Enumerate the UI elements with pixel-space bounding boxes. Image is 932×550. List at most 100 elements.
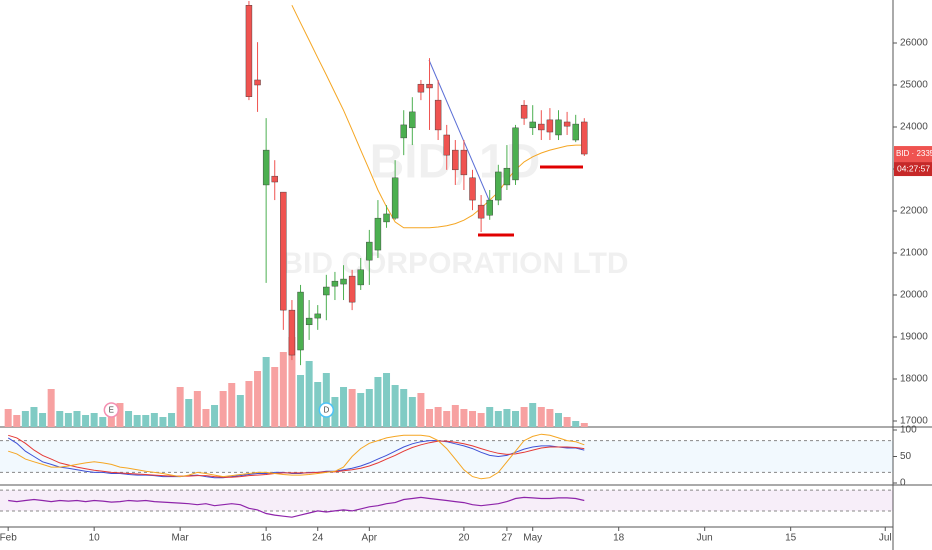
- candle-body: [452, 149, 459, 171]
- candle-body: [262, 149, 270, 186]
- volume-bar: [322, 373, 330, 427]
- volume-bar: [73, 411, 81, 427]
- stoch-band: [0, 440, 893, 473]
- candle-body: [434, 99, 442, 131]
- volume-bar: [47, 389, 55, 427]
- candle-body: [271, 175, 278, 183]
- candle-body: [572, 123, 579, 141]
- x-tick-label: 16: [261, 533, 273, 544]
- volume-bar: [469, 411, 477, 427]
- volume-bar: [116, 403, 124, 427]
- rsi-line: [8, 496, 585, 518]
- volume-bar: [546, 409, 554, 427]
- volume-bar: [537, 407, 545, 427]
- candle-body: [581, 121, 588, 155]
- volume-bar: [125, 411, 133, 427]
- volume-bar: [460, 409, 468, 427]
- volume-bar: [512, 411, 520, 427]
- volume-bar: [176, 387, 184, 427]
- candle-body: [400, 124, 407, 139]
- volume-bar: [219, 391, 227, 427]
- candle-body: [426, 83, 433, 89]
- candle-body: [469, 177, 476, 201]
- candle-body: [288, 309, 296, 356]
- volume-bar: [443, 411, 451, 427]
- volume-bar: [451, 405, 459, 427]
- volume-bar: [305, 361, 313, 427]
- volume-bar: [572, 421, 580, 427]
- volume-bar: [185, 399, 193, 427]
- candle-body: [374, 217, 382, 251]
- candle-body: [391, 177, 399, 219]
- volume-bar: [202, 409, 210, 427]
- candle-body: [366, 241, 373, 261]
- y-tick-label: 19000: [900, 332, 928, 343]
- volume-bar: [56, 411, 64, 427]
- moving-average: [291, 4, 585, 229]
- y-tick-label: 25000: [900, 80, 928, 91]
- volume-bar: [494, 411, 502, 427]
- stoch-tick-label: 0: [900, 478, 906, 489]
- volume-bar: [357, 393, 365, 427]
- volume-bar: [288, 337, 296, 427]
- volume-bar: [142, 415, 150, 427]
- last-price-box: [894, 146, 932, 163]
- candle-body: [340, 278, 347, 285]
- y-tick-label: 21000: [900, 248, 928, 259]
- x-tick-label: Feb: [0, 533, 17, 544]
- volume-bar: [245, 381, 253, 427]
- candle-body: [297, 291, 304, 351]
- trend-line: [428, 59, 490, 201]
- volume-bar: [21, 411, 29, 427]
- candle-body: [563, 121, 571, 127]
- candle-body: [546, 119, 554, 133]
- volume-bar: [520, 407, 528, 427]
- volume-bar: [133, 415, 141, 427]
- volume-bar: [13, 415, 21, 427]
- volume-bar: [168, 413, 176, 427]
- candle-body: [348, 275, 356, 303]
- volume-bar: [563, 417, 571, 427]
- volume-bar: [271, 367, 279, 427]
- event-label: E: [109, 406, 114, 415]
- volume-bar: [365, 389, 373, 427]
- y-tick-label: 22000: [900, 206, 928, 217]
- countdown-label: 04:27:57: [897, 163, 930, 173]
- candle-body: [417, 83, 425, 93]
- volume-bar: [417, 393, 425, 427]
- volume-bar: [555, 413, 563, 427]
- candle-body: [314, 313, 321, 319]
- volume-bar: [297, 375, 305, 427]
- volume-bar: [529, 403, 537, 427]
- event-marker: [318, 402, 335, 418]
- volume-bar: [150, 413, 158, 427]
- volume-bar: [348, 389, 356, 427]
- volume-bar: [82, 415, 90, 427]
- volume-bar: [477, 413, 485, 427]
- volume-bar: [400, 389, 408, 427]
- candle-body: [245, 5, 253, 97]
- x-tick-label: 24: [312, 533, 324, 544]
- volume-bar: [374, 377, 382, 427]
- volume-bar: [314, 382, 322, 427]
- stoch-line: [7, 437, 585, 479]
- volume-bar: [236, 395, 244, 427]
- volume-bar: [580, 423, 588, 427]
- x-tick-label: Mar: [172, 533, 190, 544]
- volume-bar: [193, 391, 201, 427]
- candle-body: [477, 204, 485, 219]
- volume-bar: [30, 407, 38, 427]
- candle-body: [495, 171, 502, 201]
- volume-bar: [340, 387, 348, 427]
- stoch-tick-label: 50: [900, 451, 912, 462]
- candle-body: [503, 167, 511, 186]
- candle-body: [280, 191, 287, 311]
- stoch-line: [8, 434, 585, 478]
- volume-bar: [391, 385, 399, 427]
- watermark-name: BID CORPORATION LTD: [281, 247, 628, 280]
- candle-body: [555, 119, 562, 136]
- volume-bar: [211, 405, 219, 427]
- event-marker: [103, 402, 120, 418]
